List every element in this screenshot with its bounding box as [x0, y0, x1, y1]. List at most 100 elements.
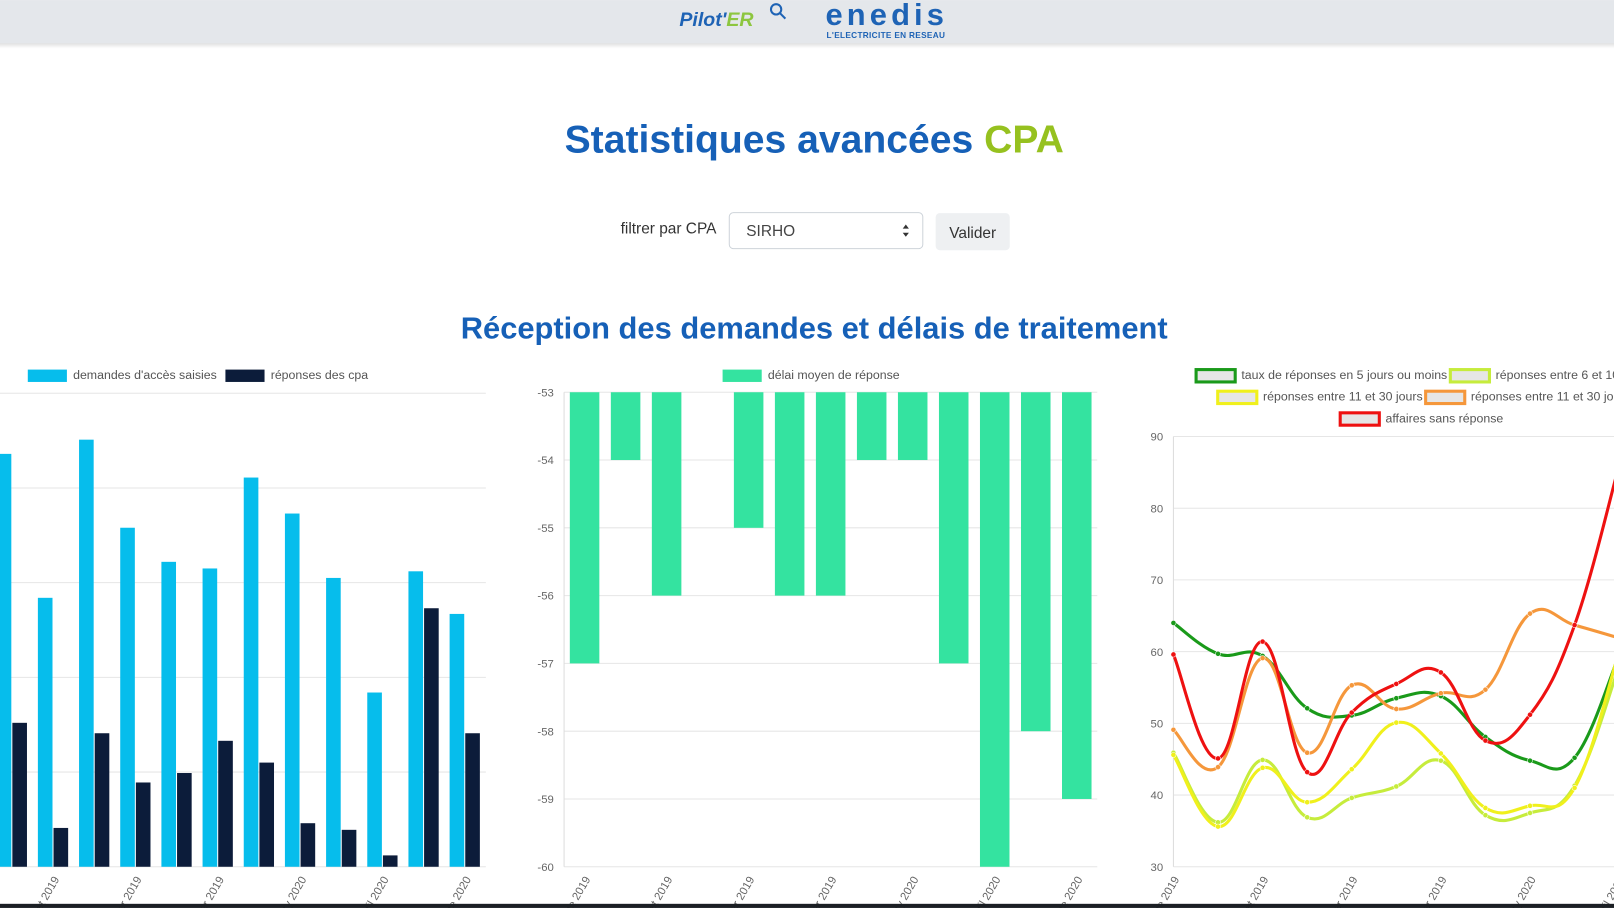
legend-label: affaires sans réponse: [1385, 411, 1503, 425]
y-tick-label: -59: [537, 794, 553, 806]
header-bar: [0, 0, 1614, 44]
legend-swatch: [1194, 368, 1237, 384]
bar: [408, 571, 424, 867]
y-tick-label: -55: [537, 523, 553, 535]
legend-label: délai moyen de réponse: [768, 368, 900, 382]
legend-label: réponses entre 11 et 30 jours: [1263, 390, 1423, 404]
point: [1215, 755, 1221, 762]
section-title: Réception des demandes et délais de trai…: [461, 311, 1168, 346]
bar: [0, 453, 12, 867]
point: [1393, 681, 1400, 687]
point: [1259, 638, 1266, 645]
chart: 30 40 50 60 70 80 90 taux de réponses en 5 jour…: [1145, 368, 1614, 908]
legend-label: demandes d'accès saisies: [73, 368, 217, 382]
legend-swatch: [225, 369, 265, 382]
point: [1393, 783, 1400, 790]
x-tick-label: June 2019: [557, 875, 594, 908]
point: [1527, 610, 1533, 617]
point: [1527, 711, 1533, 718]
y-tick-label: -60: [537, 862, 553, 874]
y-tick-label: 90: [1151, 432, 1164, 444]
bar: [979, 392, 1010, 867]
y-tick-label: 60: [1151, 647, 1164, 659]
bar: [12, 722, 27, 867]
point: [1259, 655, 1266, 661]
bar: [94, 733, 110, 867]
x-tick-label: August 2019: [1229, 875, 1271, 908]
logo-accent: ER: [726, 9, 753, 31]
select-value: SIRHO: [746, 223, 795, 240]
y-tick-label: 50: [1151, 718, 1164, 730]
bar: [449, 613, 465, 867]
point: [1527, 757, 1533, 764]
title-text: Statistiques avancées: [565, 118, 974, 161]
x-tick-label: August 2019: [633, 875, 675, 908]
point: [1348, 766, 1355, 773]
cpa-select[interactable]: SIRHO: [728, 212, 924, 250]
legend-swatch: [1424, 389, 1467, 406]
y-tick-label: 70: [1151, 575, 1164, 587]
y-tick-label: 40: [1151, 790, 1164, 802]
button-label: Valider: [949, 225, 996, 242]
bar: [218, 740, 233, 867]
point: [1571, 754, 1578, 761]
legend-swatch: [1216, 389, 1259, 406]
brand-tagline: L'ELECTRICITE EN RESEAU: [827, 31, 945, 40]
point: [1438, 690, 1444, 697]
bar: [897, 392, 928, 461]
point: [1170, 726, 1177, 733]
bar: [53, 827, 69, 867]
title-accent: CPA: [984, 118, 1064, 161]
bar: [120, 527, 135, 867]
logo[interactable]: Pilot'ER: [679, 9, 753, 31]
logo-icon: [769, 3, 783, 16]
legend-label: réponses entre 11 et 30 jours: [1471, 390, 1614, 404]
bar: [610, 392, 641, 461]
point: [1482, 686, 1489, 693]
bar: [284, 513, 300, 867]
x-tick-label: February 2020: [262, 875, 309, 908]
button-box: [935, 213, 1010, 251]
point: [1348, 795, 1355, 801]
point: [1571, 785, 1578, 791]
bottom-bar: [0, 903, 1614, 908]
point: [1393, 695, 1400, 702]
line: [1172, 478, 1614, 776]
x-tick-label: October 2019: [713, 875, 758, 908]
legend-label: réponses entre 6 et 10 jours: [1496, 368, 1614, 382]
x-tick-label: October 2019: [100, 875, 145, 908]
header-shadow: [0, 43, 1614, 49]
legend-swatch: [1448, 368, 1491, 384]
legend-label: réponses des cpa: [271, 368, 369, 382]
x-tick-label: December 2019: [1399, 875, 1450, 908]
point: [1438, 669, 1444, 676]
legend-label: taux de réponses en 5 jours ou moins: [1241, 368, 1447, 382]
bar: [774, 392, 805, 596]
bar: [382, 855, 398, 867]
logo-icon: [779, 12, 787, 20]
bar: [135, 782, 151, 867]
bar: [569, 392, 600, 664]
y-tick-label: 80: [1151, 503, 1164, 515]
point: [1393, 706, 1400, 712]
point: [1571, 622, 1578, 628]
bar: [1062, 392, 1092, 799]
bar: [37, 597, 53, 867]
legend-swatch: [722, 369, 762, 382]
point: [1215, 650, 1221, 657]
validate-button[interactable]: Valider: [935, 213, 1010, 251]
bar: [202, 568, 218, 867]
point: [1304, 814, 1310, 821]
bar: [243, 477, 259, 867]
bar: [733, 392, 764, 528]
x-tick-label: April 2020: [356, 875, 392, 908]
bar: [856, 392, 887, 461]
y-tick-label: -57: [537, 659, 553, 671]
point: [1259, 757, 1266, 763]
chart: 01020304050demandes d'accès saisiesrépon…: [0, 368, 486, 908]
x-tick-label: February 2020: [874, 875, 921, 908]
select-box: [728, 212, 924, 250]
point: [1170, 651, 1177, 658]
point: [1215, 764, 1221, 770]
